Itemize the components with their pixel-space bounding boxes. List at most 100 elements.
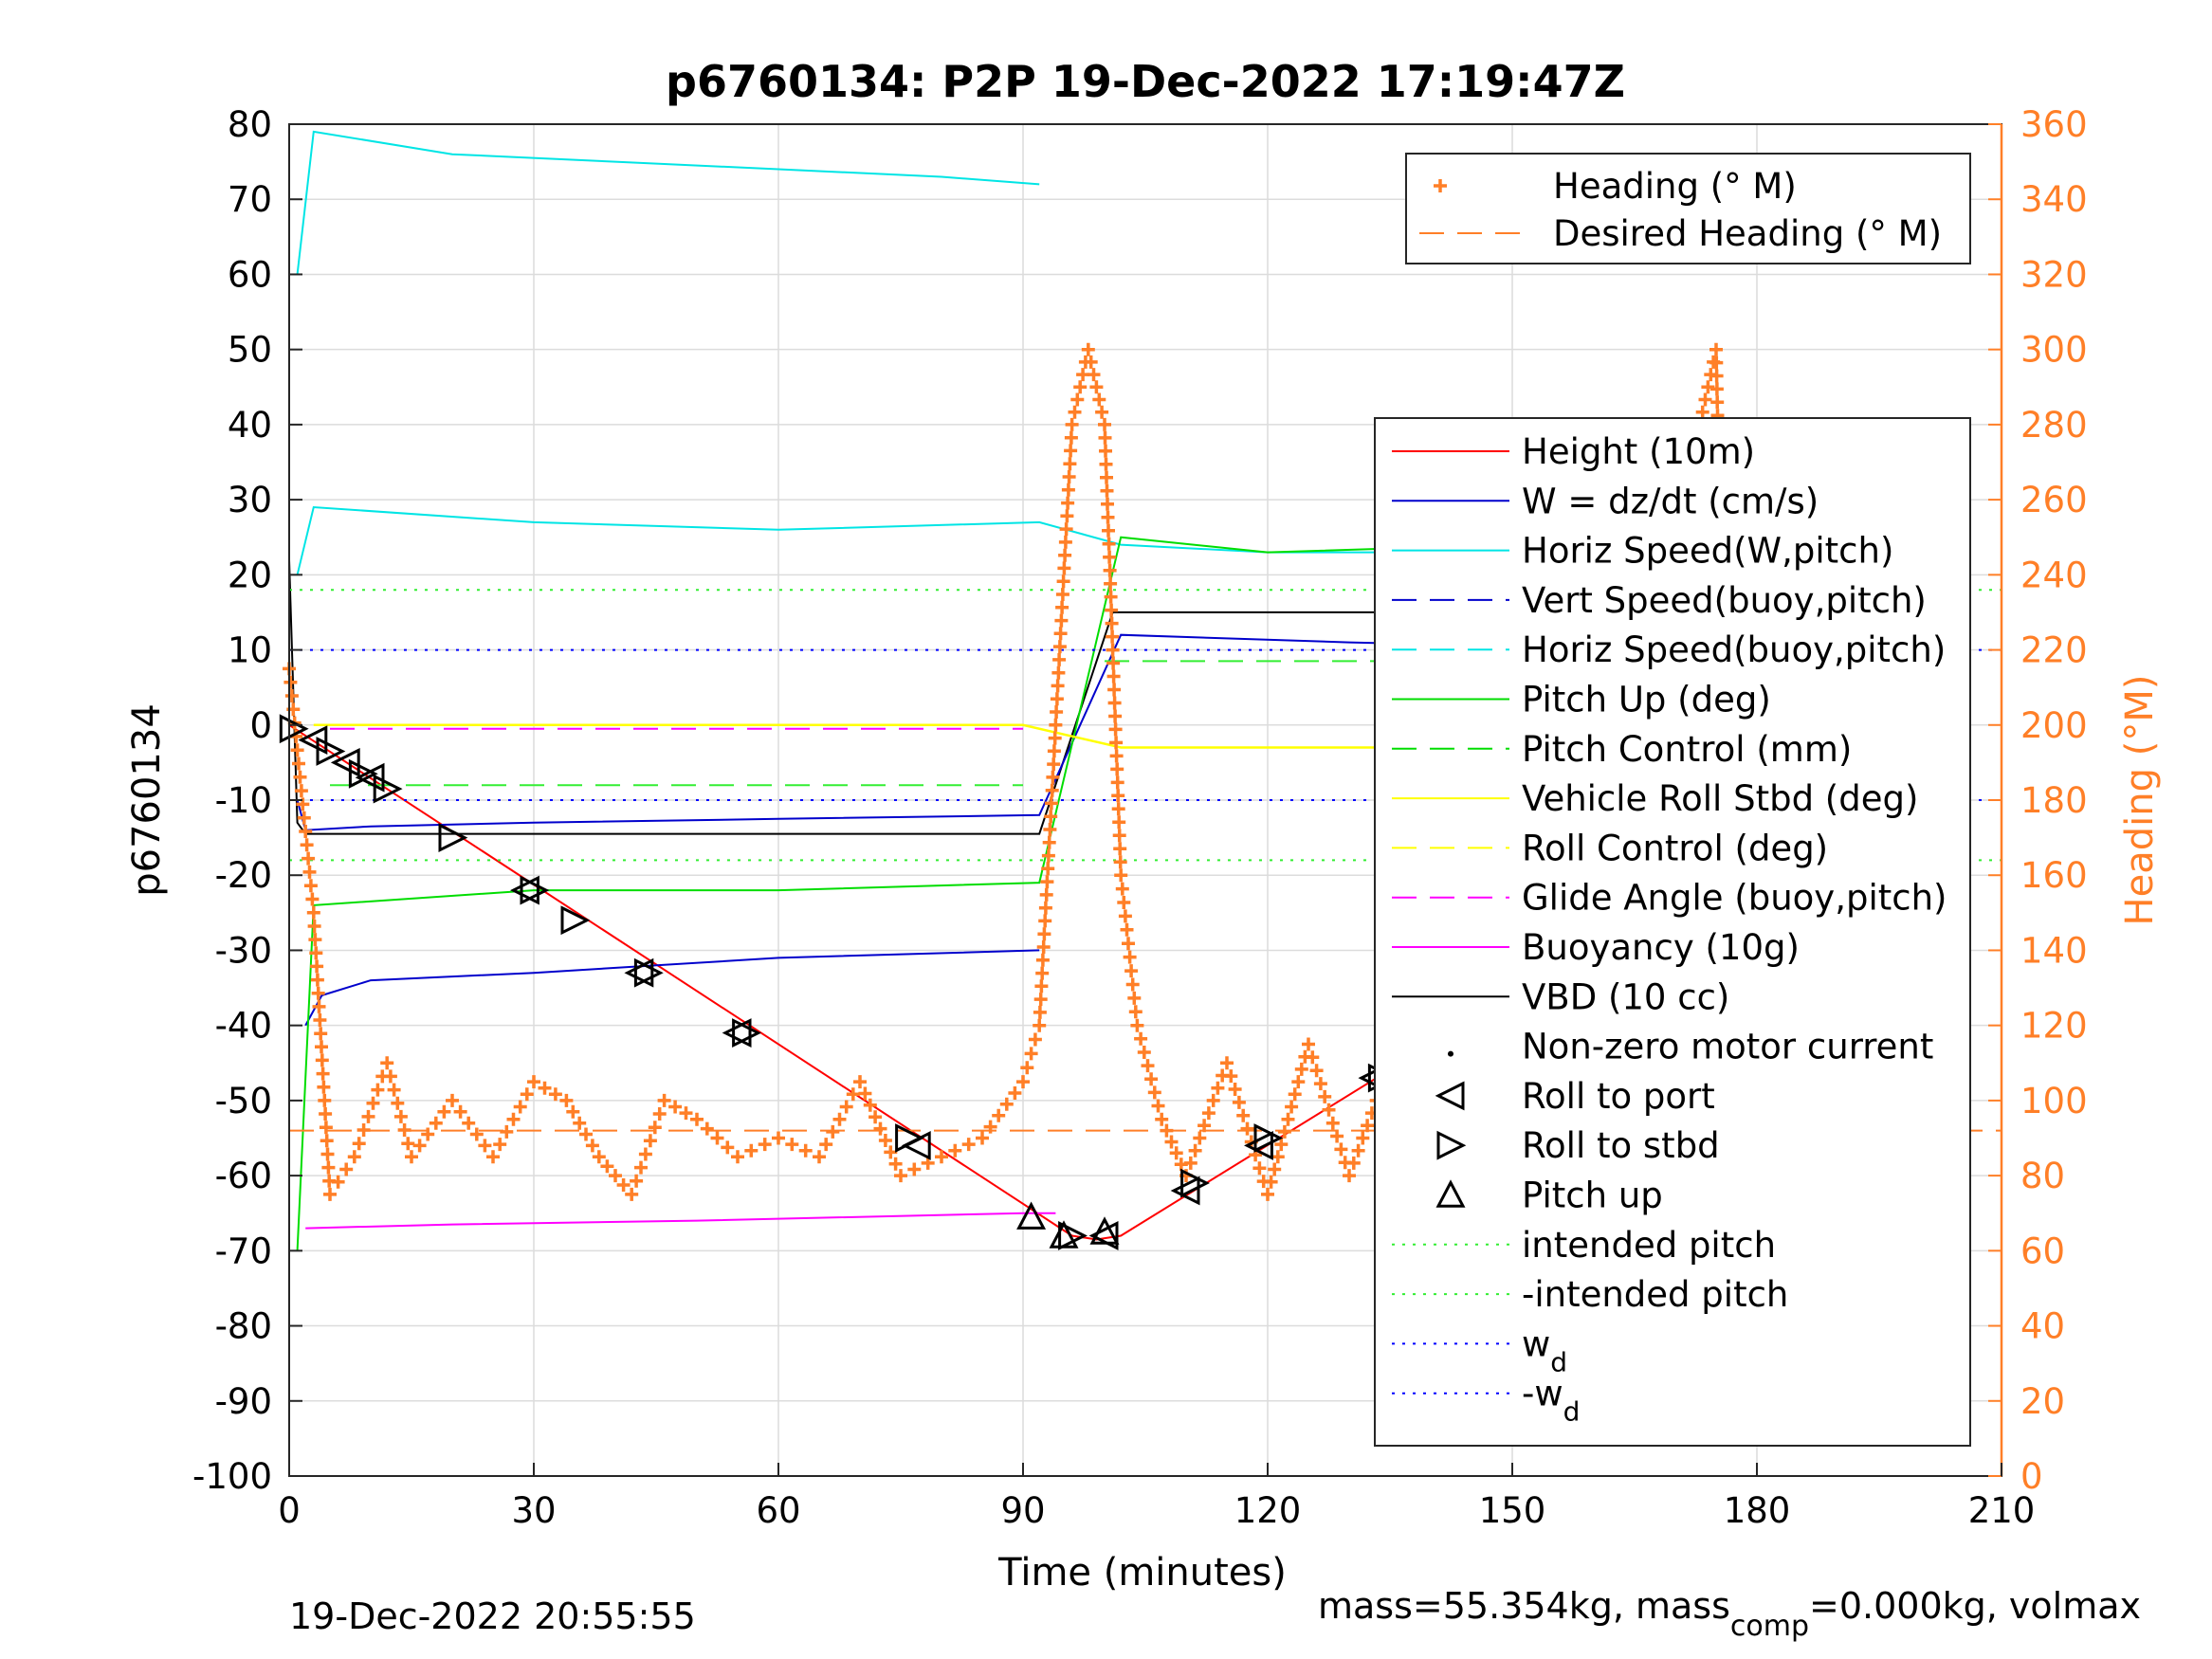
heading-marker [1211,1081,1225,1095]
heading-marker [1068,405,1082,419]
heading-marker [1024,1047,1038,1061]
heading-marker [1106,669,1121,684]
heading-marker [1201,1106,1216,1121]
heading-marker [1709,342,1723,356]
heading-marker [292,757,305,771]
heading-marker [1047,744,1061,758]
heading-marker [1065,417,1079,431]
heading-marker [1057,561,1071,575]
heading-marker [429,1116,443,1130]
heading-marker [446,1093,459,1107]
heading-marker [690,1112,704,1126]
heading-marker [1134,1031,1148,1046]
legend-label: Pitch Control (mm) [1522,729,1852,770]
legend-label: Glide Angle (buoy,pitch) [1522,878,1947,919]
heading-marker [1224,1069,1238,1084]
heading-marker [1118,909,1132,923]
heading-marker [1044,796,1058,811]
heading-marker [453,1104,467,1119]
heading-marker [1264,1175,1278,1189]
roll-to-stbd-marker [316,737,346,766]
heading-marker [1285,1100,1299,1114]
y-tick-label: -90 [215,1381,272,1422]
heading-marker [1084,355,1098,369]
heading-marker [1038,901,1052,915]
heading-marker [548,1087,562,1102]
heading-marker [1061,483,1075,497]
heading-marker [1098,417,1111,431]
y2-tick-label: 140 [2020,930,2088,971]
heading-marker [462,1116,476,1130]
y-axis-label: p6760134 [125,703,169,897]
legend-label: Roll to port [1522,1076,1715,1117]
roll-to-stbd-marker [279,714,309,744]
heading-marker [361,1109,375,1123]
legend-symbol [1435,1081,1465,1111]
heading-marker [863,1098,877,1112]
heading-marker [668,1100,683,1114]
heading-marker [643,1134,657,1148]
heading-marker [347,1150,361,1164]
heading-marker [888,1157,903,1171]
heading-marker [1240,1121,1254,1136]
heading-marker [310,959,324,974]
heading-marker [630,1174,644,1188]
heading-marker [1109,736,1124,750]
heading-marker [819,1138,833,1152]
roll-to-port-marker [355,762,385,793]
heading-marker [401,1137,415,1151]
roll-to-port-marker [330,747,360,777]
heading-marker [579,1127,593,1141]
pitch-up-marker [1089,1216,1120,1245]
heading-marker [1206,1093,1220,1107]
heading-marker [559,1093,574,1107]
heading-marker [935,1150,948,1164]
roll-to-port-marker [1170,1176,1200,1206]
heading-marker [1046,770,1060,784]
heading-marker [657,1093,671,1107]
heading-marker [1073,380,1088,394]
heading-marker [520,1087,534,1102]
heading-marker [884,1145,898,1159]
y-tick-label: 0 [249,705,272,746]
heading-marker [1111,789,1125,803]
heading-marker [1188,1143,1202,1158]
heading-marker [1049,718,1063,732]
heading-marker [297,811,311,825]
heading-marker [1113,855,1127,869]
heading-marker [1100,483,1114,498]
heading-marker [303,879,318,893]
heading-marker [772,1131,785,1145]
heading-marker [1033,1005,1047,1019]
heading-marker [826,1124,840,1139]
heading-marker [1104,576,1118,591]
roll-to-port-marker [901,1130,931,1160]
heading-marker [1112,829,1126,843]
heading-marker [320,1134,334,1148]
legend-label: VBD (10 cc) [1522,976,1729,1017]
heading-marker [1252,1161,1267,1176]
y2-tick-label: 80 [2020,1156,2065,1196]
heading-marker [652,1107,667,1121]
y2-axis-ticks: 3603403203002802602402202001801601401201… [1988,104,2088,1497]
y-tick-label: -80 [215,1306,272,1347]
heading-marker [1356,1131,1370,1145]
legend-top-label: Heading (° M) [1553,166,1797,207]
heading-marker [1125,977,1140,992]
heading-marker [1281,1112,1295,1126]
heading-marker [283,675,298,689]
heading-marker [323,1187,337,1201]
x-tick-label: 0 [278,1490,301,1531]
legend-label: Vehicle Roll Stbd (deg) [1522,778,1918,819]
heading-marker [1197,1119,1212,1133]
heading-marker [700,1121,714,1136]
heading-marker [1041,848,1055,863]
roll-to-port-marker [722,1018,752,1048]
legend-label: Pitch up [1522,1176,1663,1216]
heading-marker [380,1056,394,1070]
legend-label: Height (10m) [1522,431,1755,472]
heading-marker [1028,1032,1042,1047]
heading-marker [294,784,308,798]
legend-symbol [1435,1179,1466,1208]
heading-marker [421,1127,435,1141]
